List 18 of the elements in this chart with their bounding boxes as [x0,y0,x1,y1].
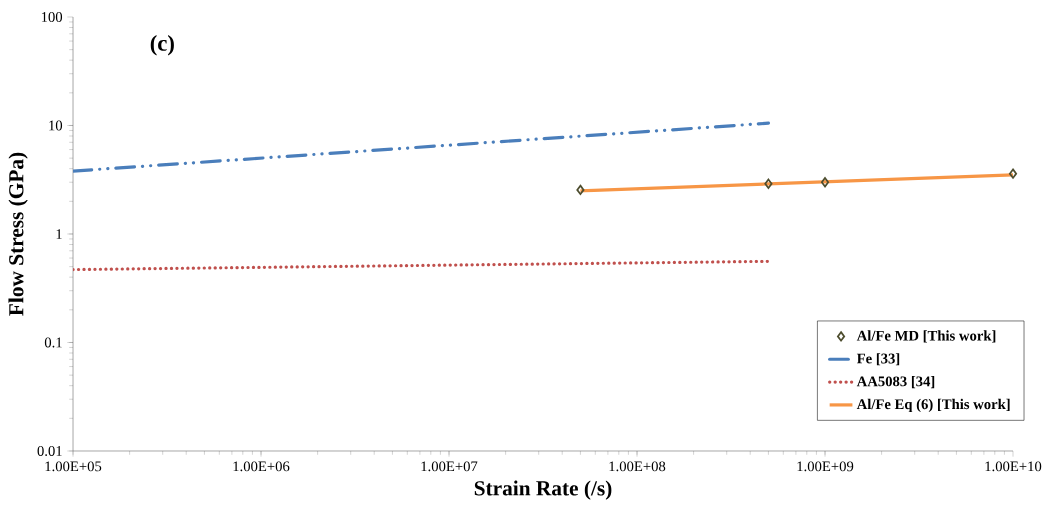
x-tick-label: 1.00E+07 [421,461,478,472]
y-tick-label: 0.01 [37,446,62,456]
y-tick-label: 0.1 [44,337,62,348]
y-axis-title: Flow Stress (GPa) [8,152,28,316]
legend-label: Al/Fe MD [This work] [856,330,996,343]
x-tick-label: 1.00E+08 [609,461,666,472]
x-tick-label: 1.00E+10 [985,461,1042,472]
x-tick-label: 1.00E+05 [45,461,102,472]
legend-label: Al/Fe Eq (6) [This work] [856,398,1010,413]
x-tick-label: 1.00E+06 [233,461,290,472]
annotation: (c) [150,34,174,56]
y-tick-label: 100 [41,12,63,22]
legend-label: Fe [33] [856,353,900,366]
y-tick-label: 1 [56,229,62,239]
x-tick-label: 1.00E+09 [797,461,854,472]
legend-label: AA5083 [34] [856,376,935,389]
x-axis-title: Strain Rate (/s) [474,480,612,500]
y-tick-label: 10 [49,120,63,131]
